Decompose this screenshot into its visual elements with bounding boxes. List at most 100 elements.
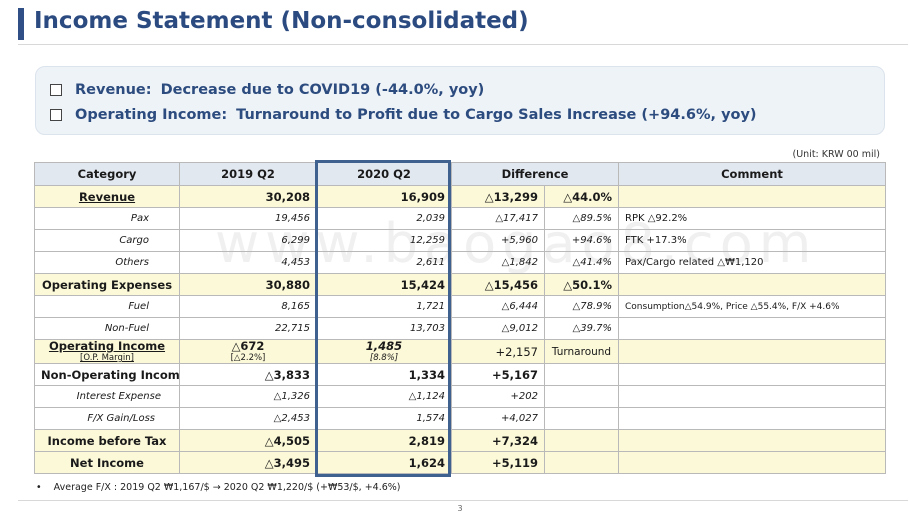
cell-difference-pct: +94.6% (543, 229, 620, 252)
table-row-pax: Pax 19,456 2,039 △17,417 △89.5% RPK △92.… (34, 207, 887, 230)
cell-difference-pct: △78.9% (543, 295, 620, 318)
cell-2020-q2: 1,574 (316, 407, 452, 430)
cell-2020-q2: 2,039 (316, 207, 452, 230)
cell-difference: +202 (451, 385, 545, 408)
cell-difference-pct: △89.5% (543, 207, 620, 230)
cell-difference: +5,119 (451, 451, 545, 474)
cell-2020-q2: 2,611 (316, 251, 452, 274)
page-title: Income Statement (Non-consolidated) (34, 8, 529, 34)
table-row-net-income: Net Income △3,495 1,624 +5,119 (34, 451, 887, 474)
cell-comment (618, 407, 887, 430)
cell-comment (618, 451, 887, 474)
checkbox-square-icon (50, 83, 62, 96)
value: 1,485 (365, 339, 403, 353)
header-comment: Comment (618, 162, 887, 186)
cell-2019-q2: 8,165 (179, 295, 317, 318)
cell-difference-pct: △41.4% (543, 251, 620, 274)
header-category: Category (34, 162, 180, 186)
table-row-revenue: Revenue 30,208 16,909 △13,299 △44.0% (34, 185, 887, 208)
table-header-row: Category 2019 Q2 2020 Q2 Difference Comm… (34, 162, 887, 186)
cell-difference: +5,960 (451, 229, 545, 252)
cell-2019-q2: 30,208 (179, 185, 317, 208)
cell-difference: △6,444 (451, 295, 545, 318)
cell-2019-q2: △2,453 (179, 407, 317, 430)
cell-difference-pct (543, 407, 620, 430)
table-row-interest-expense: Interest Expense △1,326 △1,124 +202 (34, 385, 887, 408)
cell-comment: Consumption△54.9%, Price △55.4%, F/X +4.… (618, 295, 887, 318)
cell-2020-q2: 12,259 (316, 229, 452, 252)
cell-difference: △15,456 (451, 273, 545, 296)
cell-2020-q2: 1,334 (316, 363, 452, 386)
bullet: • (36, 482, 42, 493)
page-number: 3 (457, 504, 463, 513)
cell-difference-pct: △44.0% (543, 185, 620, 208)
table-row-operating-income: Operating Income [O.P. Margin] △672 [△2.… (34, 339, 887, 364)
table-row-non-operating-income: Non-Operating Income △3,833 1,334 +5,167 (34, 363, 887, 386)
cell-comment (618, 385, 887, 408)
footer-divider (18, 500, 908, 501)
cell-2020-q2: 1,721 (316, 295, 452, 318)
cell-difference: +4,027 (451, 407, 545, 430)
cell-2019-q2: △1,326 (179, 385, 317, 408)
cell-category: F/X Gain/Loss (34, 407, 180, 430)
cell-difference: +5,167 (451, 363, 545, 386)
cell-2020-q2: 15,424 (316, 273, 452, 296)
value: △672 (231, 339, 265, 353)
op-margin-label: [O.P. Margin] (80, 353, 134, 363)
margin-value: [8.8%] (369, 353, 399, 363)
header-2020-q2: 2020 Q2 (316, 162, 452, 186)
cell-category: Operating Expenses (34, 273, 180, 296)
cell-comment (618, 339, 887, 364)
cell-comment: Pax/Cargo related △₩1,120 (618, 251, 887, 274)
cell-comment: FTK +17.3% (618, 229, 887, 252)
cell-difference-pct (543, 429, 620, 452)
cell-2019-q2: △3,833 (179, 363, 317, 386)
cell-category: Net Income (34, 451, 180, 474)
cell-difference: △9,012 (451, 317, 545, 340)
table-row-others: Others 4,453 2,611 △1,842 △41.4% Pax/Car… (34, 251, 887, 274)
table-row-cargo: Cargo 6,299 12,259 +5,960 +94.6% FTK +17… (34, 229, 887, 252)
cell-category: Non-Operating Income (34, 363, 180, 386)
checkbox-square-icon (50, 108, 62, 121)
cell-2019-q2: △672 [△2.2%] (179, 339, 317, 364)
cell-comment (618, 317, 887, 340)
summary-box: Revenue: Decrease due to COVID19 (-44.0%… (35, 66, 885, 135)
cell-2020-q2: 13,703 (316, 317, 452, 340)
cell-category: Revenue (34, 185, 180, 208)
operating-income-label: Operating Income (48, 339, 166, 353)
cell-2019-q2: 6,299 (179, 229, 317, 252)
cell-2019-q2: 4,453 (179, 251, 317, 274)
cell-comment (618, 429, 887, 452)
cell-comment: RPK △92.2% (618, 207, 887, 230)
cell-comment (618, 185, 887, 208)
summary-item-operating-income: Operating Income: Turnaround to Profit d… (48, 102, 872, 127)
margin-value: [△2.2%] (230, 353, 266, 363)
cell-difference: +7,324 (451, 429, 545, 452)
cell-comment (618, 273, 887, 296)
cell-category: Pax (34, 207, 180, 230)
table-row-non-fuel: Non-Fuel 22,715 13,703 △9,012 △39.7% (34, 317, 887, 340)
header-2019-q2: 2019 Q2 (179, 162, 317, 186)
header-difference: Difference (450, 162, 620, 186)
cell-2019-q2: △4,505 (179, 429, 317, 452)
income-statement-table: Category 2019 Q2 2020 Q2 Difference Comm… (34, 162, 887, 474)
unit-note: (Unit: KRW 00 mil) (792, 149, 880, 160)
table-row-fuel: Fuel 8,165 1,721 △6,444 △78.9% Consumpti… (34, 295, 887, 318)
cell-2020-q2: 1,624 (316, 451, 452, 474)
cell-difference-pct: Turnaround (543, 339, 620, 364)
cell-2020-q2: 16,909 (316, 185, 452, 208)
table-row-income-before-tax: Income before Tax △4,505 2,819 +7,324 (34, 429, 887, 452)
cell-difference-pct: △39.7% (543, 317, 620, 340)
cell-2020-q2: 2,819 (316, 429, 452, 452)
cell-2019-q2: 30,880 (179, 273, 317, 296)
cell-comment (618, 363, 887, 386)
summary-text: Turnaround to Profit due to Cargo Sales … (236, 106, 757, 123)
cell-difference: +2,157 (451, 339, 545, 364)
summary-label: Revenue: (75, 81, 152, 98)
cell-category: Cargo (34, 229, 180, 252)
summary-label: Operating Income: (75, 106, 228, 123)
cell-2019-q2: 22,715 (179, 317, 317, 340)
cell-category: Operating Income [O.P. Margin] (34, 339, 180, 364)
cell-2020-q2: △1,124 (316, 385, 452, 408)
cell-2020-q2: 1,485 [8.8%] (316, 339, 452, 364)
